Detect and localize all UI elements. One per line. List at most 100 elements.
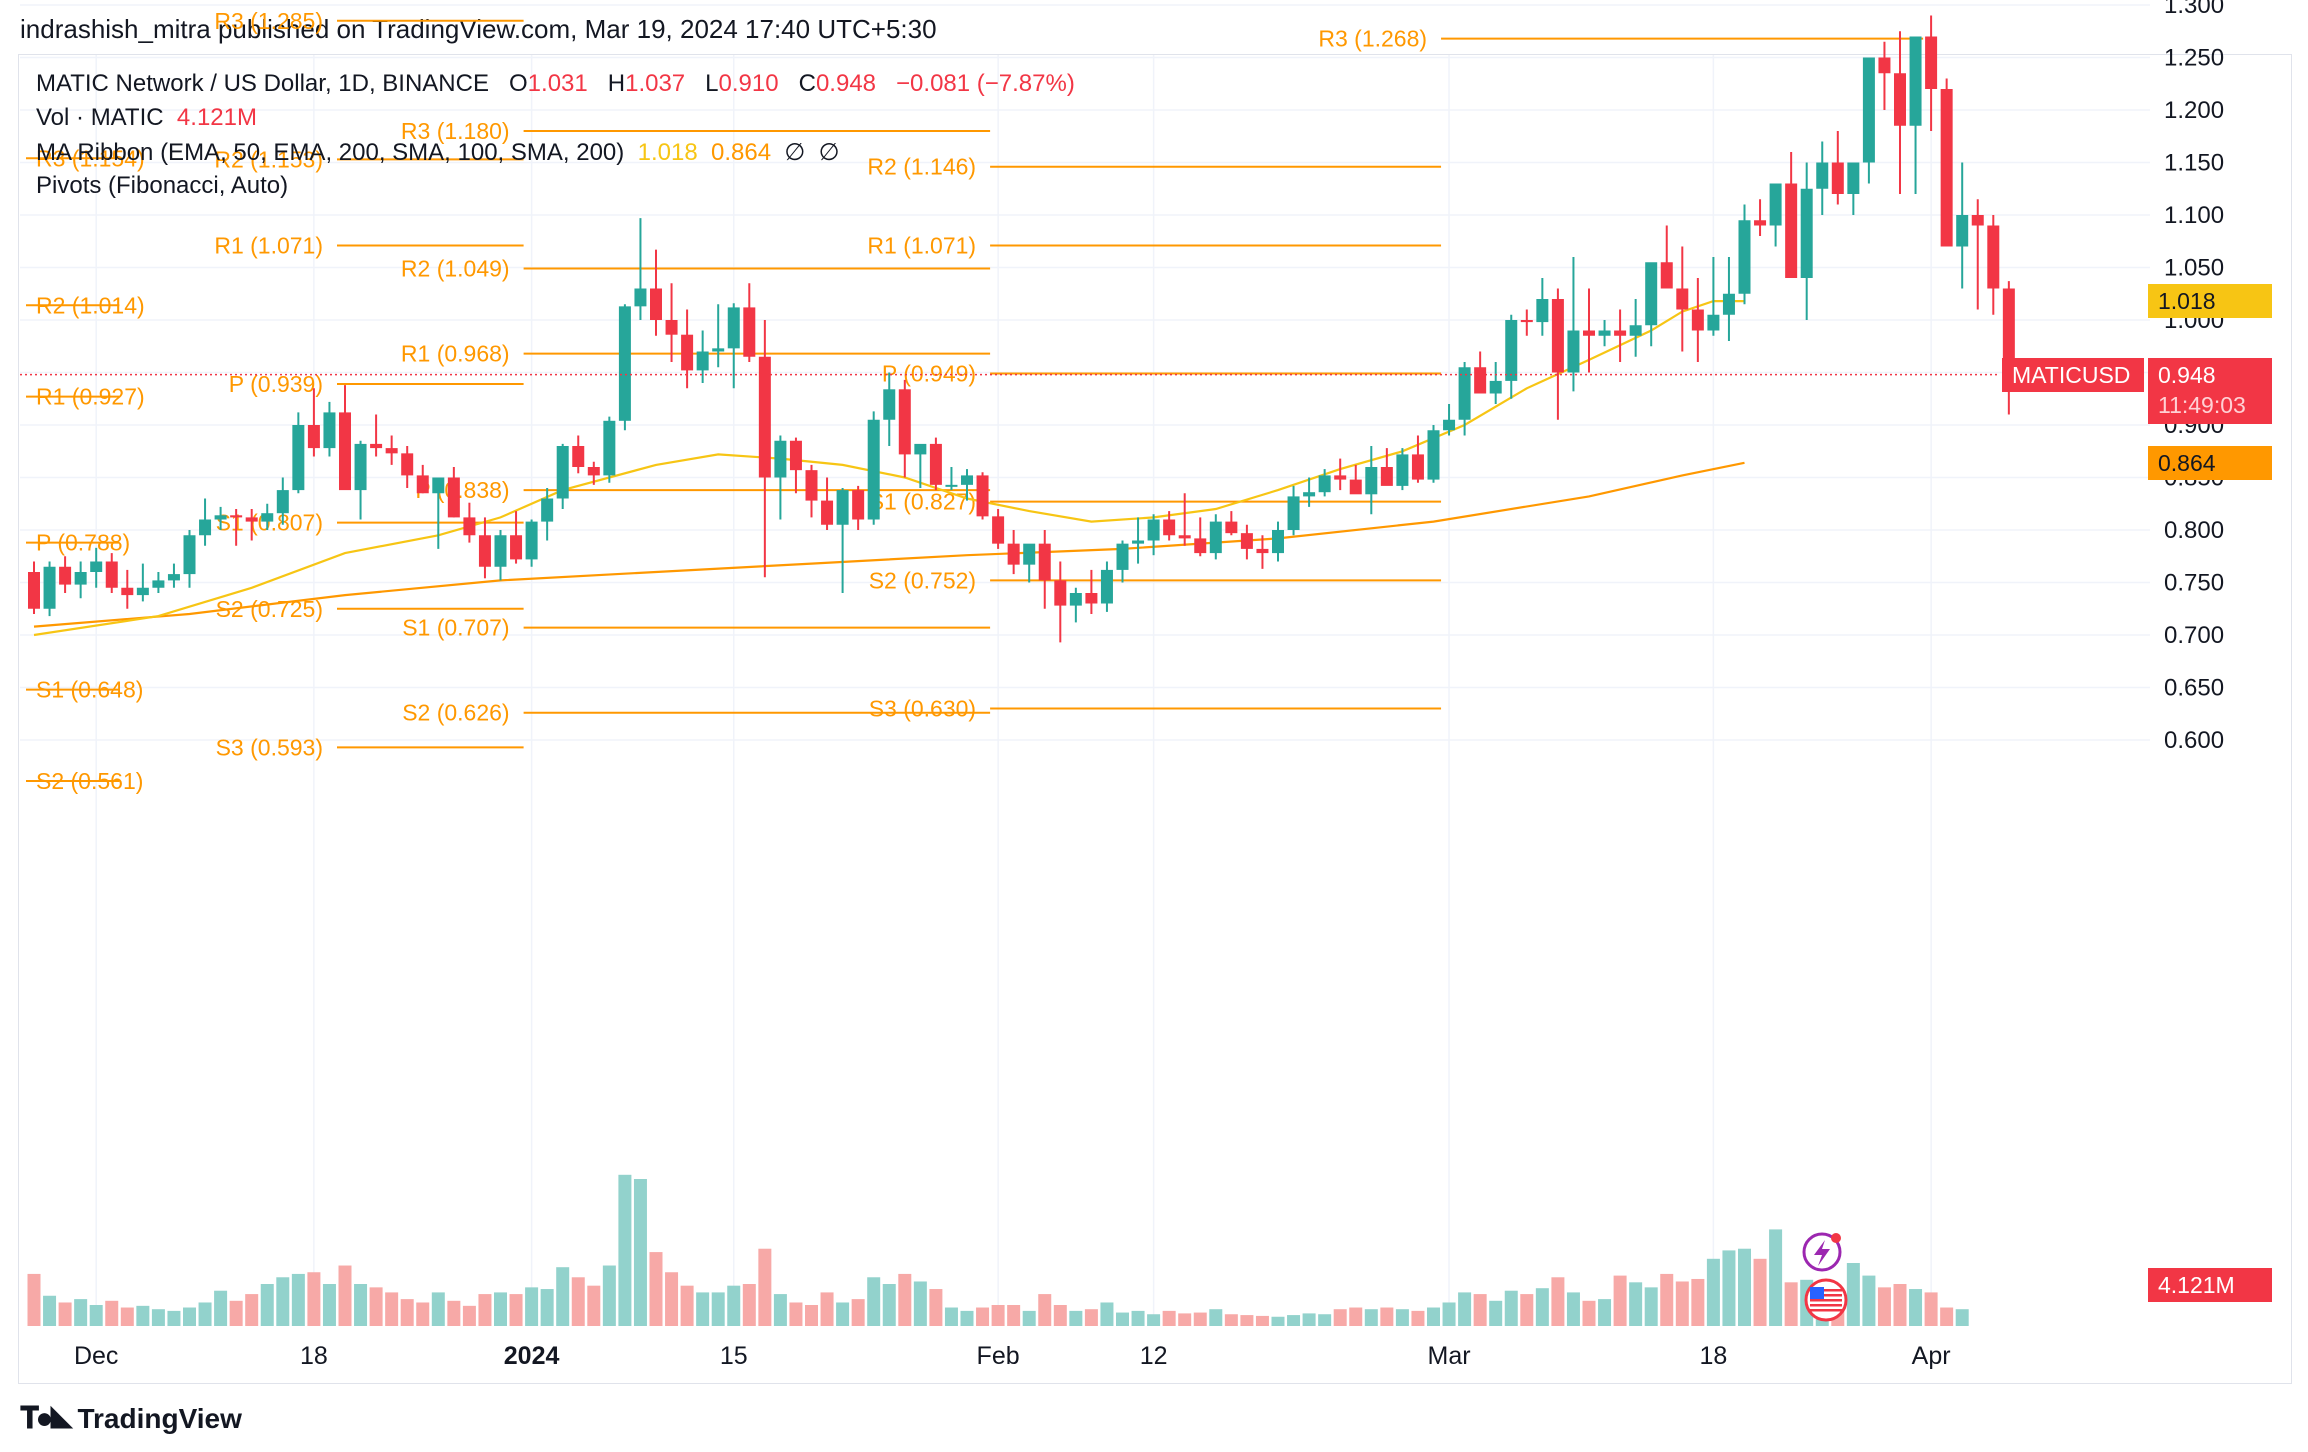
volume-bar: [1862, 1275, 1876, 1326]
y-tick-label: 0.700: [2164, 622, 2224, 649]
candle-body: [1272, 530, 1284, 554]
candle-body: [1676, 288, 1689, 310]
volume-bar: [540, 1289, 554, 1326]
candle-body: [961, 475, 973, 485]
volume-bar: [991, 1305, 1005, 1326]
legend-pivots[interactable]: Pivots (Fibonacci, Auto): [36, 172, 288, 200]
candle-body: [1738, 220, 1751, 294]
volume-bar: [944, 1307, 958, 1326]
volume-bar: [1520, 1294, 1534, 1326]
candle-body: [1909, 36, 1922, 126]
volume-bar: [447, 1300, 461, 1326]
candle-body: [992, 516, 1005, 544]
candle-body: [261, 513, 274, 522]
volume-bar: [369, 1287, 383, 1326]
volume-bar: [1271, 1316, 1285, 1326]
legend-ma-ribbon[interactable]: MA Ribbon (EMA, 50, EMA, 200, SMA, 100, …: [36, 138, 840, 167]
volume-bar: [509, 1294, 523, 1326]
volume-bar: [1069, 1310, 1083, 1326]
candle-body: [743, 307, 756, 357]
candle-body: [494, 535, 507, 567]
volume-bar: [1504, 1290, 1518, 1326]
candle-body: [121, 587, 134, 596]
candle-body: [354, 443, 367, 491]
candle-body: [230, 515, 243, 518]
candle-body: [696, 351, 709, 371]
open-label: O: [509, 70, 528, 97]
legend-ohlc[interactable]: MATIC Network / US Dollar, 1D, BINANCE O…: [36, 70, 1075, 98]
candle-body: [463, 517, 476, 536]
candle-body: [1038, 543, 1051, 581]
candle-body: [199, 519, 212, 536]
candle-body: [603, 420, 616, 476]
candle-body: [1116, 543, 1129, 570]
candle-body: [1287, 496, 1300, 530]
volume-bar: [1442, 1302, 1456, 1326]
candle-body: [292, 425, 305, 491]
last-price-tag: 0.948 11:49:03: [2148, 357, 2272, 424]
x-tick-label: Mar: [1428, 1342, 1471, 1370]
volume-bar: [245, 1294, 259, 1326]
candle-body: [1069, 593, 1082, 606]
candle-body: [1132, 540, 1145, 544]
x-tick-label: Apr: [1912, 1342, 1951, 1370]
pivot-label: R2 (1.014): [36, 292, 145, 318]
volume-bar: [416, 1302, 430, 1326]
pivot-label: S3 (0.630): [869, 696, 976, 722]
x-tick-label: Dec: [74, 1342, 118, 1370]
volume-bar: [1955, 1309, 1969, 1326]
volume-bar: [1022, 1310, 1036, 1326]
low-value: 0.910: [718, 70, 779, 97]
candle-body: [1443, 419, 1456, 431]
pivot-label: R3 (1.180): [401, 118, 510, 144]
candle-body: [1971, 215, 1984, 226]
candle-body: [587, 467, 600, 476]
ma2-price-tag: 0.864: [2148, 445, 2272, 480]
candle-body: [1334, 475, 1347, 480]
candle-body: [401, 453, 414, 476]
volume-bar: [1738, 1248, 1751, 1326]
candle-body: [525, 521, 538, 560]
candle-body: [1194, 538, 1207, 554]
candle-body: [1240, 533, 1253, 549]
volume-bar: [1287, 1315, 1301, 1326]
candle-body: [976, 475, 989, 517]
volume-bar: [851, 1299, 865, 1326]
candle-body: [1536, 299, 1549, 323]
volume-bar: [789, 1302, 803, 1326]
volume-bar: [773, 1294, 787, 1326]
legend-symbol: MATIC Network / US Dollar, 1D, BINANCE: [36, 70, 489, 97]
candle-body: [1023, 543, 1036, 565]
candle-body: [1520, 320, 1533, 323]
pivot-label: S2 (0.561): [36, 768, 143, 794]
ma3-value: ∅: [784, 139, 806, 166]
time-axis: Dec 18 2024 15 Feb 12 Mar 18 Apr: [74, 1342, 1951, 1370]
candle-body: [276, 490, 289, 514]
candle-body: [183, 535, 196, 575]
volume-bar: [354, 1284, 368, 1326]
x-tick-label: 15: [720, 1342, 748, 1370]
candle-body: [1629, 325, 1642, 336]
pivots-label: Pivots (Fibonacci, Auto): [36, 172, 289, 199]
pivot-label: R3 (1.268): [1318, 26, 1427, 52]
candle-body: [914, 443, 927, 455]
volume-bar: [929, 1289, 943, 1326]
candle-body: [74, 572, 87, 585]
volume-bar: [633, 1179, 647, 1326]
candle-body: [774, 440, 787, 478]
open-value: 1.031: [527, 70, 588, 97]
candle-body: [1551, 299, 1564, 373]
y-tick-label: 0.750: [2164, 570, 2224, 597]
tradingview-footer[interactable]: 𝐓●◣ TradingView: [20, 1402, 242, 1436]
pivot-label: R3 (1.285): [214, 8, 323, 34]
candle-body: [1178, 535, 1191, 539]
volume-bar: [836, 1302, 850, 1326]
candle-body: [1691, 309, 1704, 331]
volume-bar: [120, 1307, 134, 1326]
candle-body: [727, 307, 740, 349]
volume-bar: [1846, 1263, 1860, 1326]
legend-volume[interactable]: Vol · MATIC 4.121M: [36, 104, 257, 132]
candle-body: [556, 446, 569, 499]
volume-bar: [1458, 1292, 1472, 1326]
